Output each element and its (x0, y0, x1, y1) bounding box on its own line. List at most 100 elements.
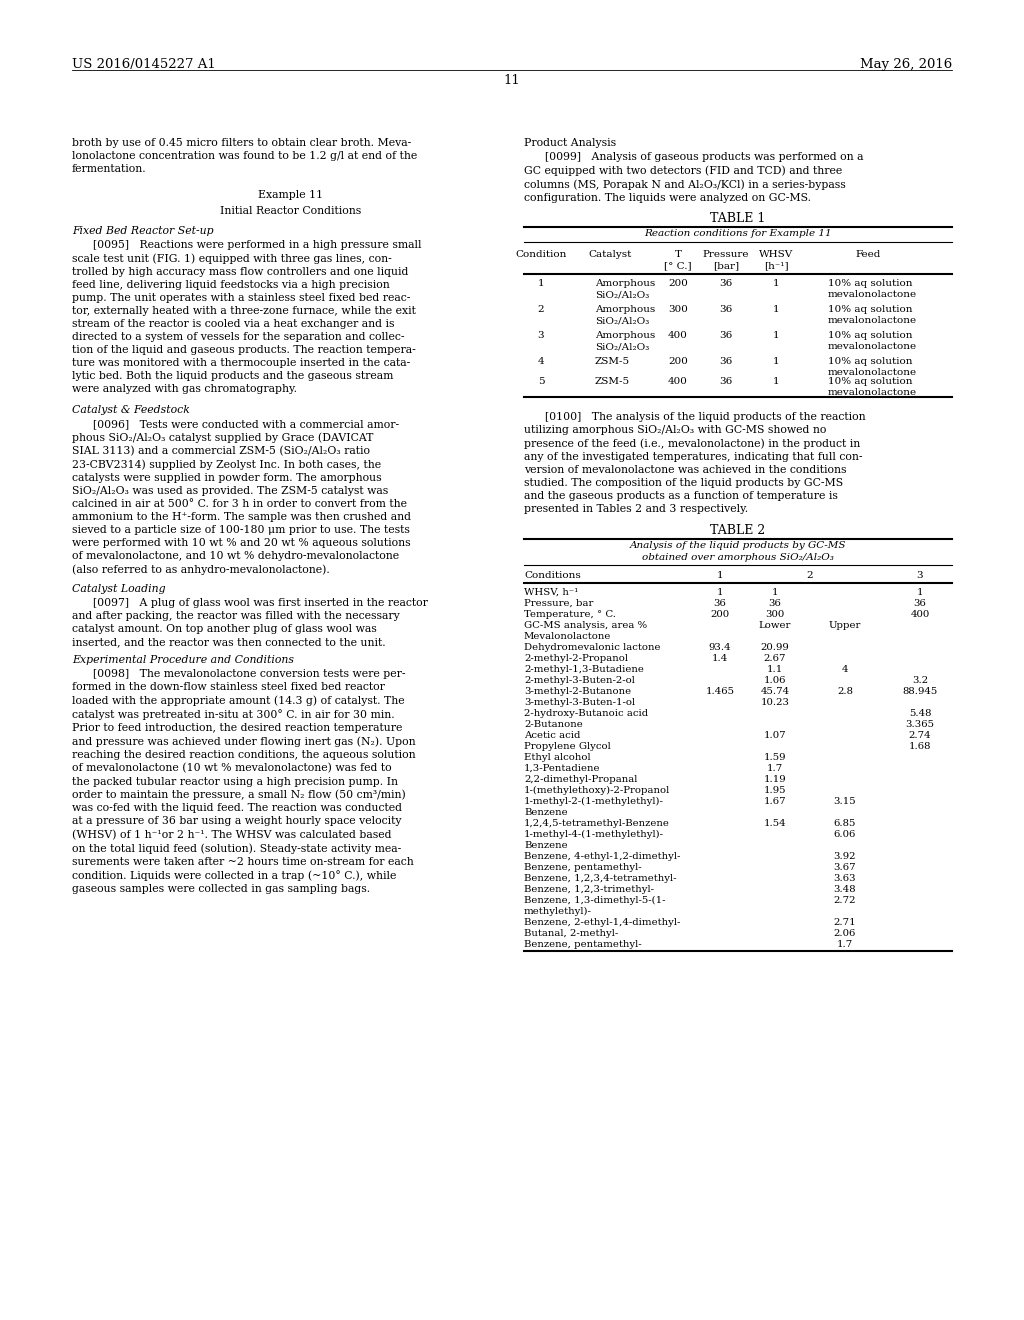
Text: 36: 36 (913, 599, 927, 609)
Text: Example 11: Example 11 (258, 190, 324, 201)
Text: Upper: Upper (828, 620, 861, 630)
Text: Acetic acid: Acetic acid (524, 731, 581, 741)
Text: 4: 4 (842, 665, 848, 675)
Text: [0100]   The analysis of the liquid products of the reaction
utilizing amorphous: [0100] The analysis of the liquid produc… (524, 412, 865, 513)
Text: 2.67: 2.67 (764, 653, 786, 663)
Text: [0096]   Tests were conducted with a commercial amor-
phous SiO₂/Al₂O₃ catalyst : [0096] Tests were conducted with a comme… (72, 418, 411, 576)
Text: 10.23: 10.23 (761, 698, 790, 708)
Text: 10% aq solution
mevalonolactone: 10% aq solution mevalonolactone (828, 378, 918, 397)
Text: GC-MS analysis, area %: GC-MS analysis, area % (524, 620, 647, 630)
Text: 3.2: 3.2 (912, 676, 928, 685)
Text: 1.67: 1.67 (764, 797, 786, 807)
Text: 1: 1 (717, 587, 723, 597)
Text: [0098]   The mevalonolactone conversion tests were per-
formed in the down-flow : [0098] The mevalonolactone conversion te… (72, 669, 416, 894)
Text: May 26, 2016: May 26, 2016 (860, 58, 952, 71)
Text: 88.945: 88.945 (902, 686, 938, 696)
Text: 200: 200 (668, 279, 688, 288)
Text: 10% aq solution
mevalonolactone: 10% aq solution mevalonolactone (828, 305, 918, 326)
Text: 1: 1 (538, 279, 545, 288)
Text: 2-hydroxy-Butanoic acid: 2-hydroxy-Butanoic acid (524, 709, 648, 718)
Text: Benzene, 1,2,3-trimethyl-: Benzene, 1,2,3-trimethyl- (524, 884, 654, 894)
Text: 3.15: 3.15 (834, 797, 856, 807)
Text: [h⁻¹]: [h⁻¹] (764, 261, 788, 271)
Text: 1.7: 1.7 (767, 764, 783, 774)
Text: 1.54: 1.54 (764, 818, 786, 828)
Text: 3-methyl-2-Butanone: 3-methyl-2-Butanone (524, 686, 631, 696)
Text: 6.06: 6.06 (834, 830, 856, 840)
Text: 2.06: 2.06 (834, 929, 856, 939)
Text: Benzene, 1,2,3,4-tetramethyl-: Benzene, 1,2,3,4-tetramethyl- (524, 874, 677, 883)
Text: 1: 1 (773, 305, 779, 314)
Text: Lower: Lower (759, 620, 792, 630)
Text: 5: 5 (538, 378, 545, 385)
Text: 36: 36 (720, 356, 732, 366)
Text: Benzene: Benzene (524, 841, 567, 850)
Text: 1,3-Pentadiene: 1,3-Pentadiene (524, 764, 600, 774)
Text: Temperature, ° C.: Temperature, ° C. (524, 610, 616, 619)
Text: Feed: Feed (855, 249, 881, 259)
Text: [0099]   Analysis of gaseous products was performed on a
GC equipped with two de: [0099] Analysis of gaseous products was … (524, 152, 863, 203)
Text: 1.7: 1.7 (837, 940, 853, 949)
Text: 1.4: 1.4 (712, 653, 728, 663)
Text: Benzene: Benzene (524, 808, 567, 817)
Text: Benzene, pentamethyl-: Benzene, pentamethyl- (524, 940, 642, 949)
Text: obtained over amorphous SiO₂/Al₂O₃: obtained over amorphous SiO₂/Al₂O₃ (642, 553, 834, 562)
Text: Conditions: Conditions (524, 572, 581, 579)
Text: WHSV, h⁻¹: WHSV, h⁻¹ (524, 587, 579, 597)
Text: 36: 36 (720, 331, 732, 341)
Text: Pressure: Pressure (702, 249, 750, 259)
Text: ZSM-5: ZSM-5 (595, 378, 630, 385)
Text: 10% aq solution
mevalonolactone: 10% aq solution mevalonolactone (828, 279, 918, 300)
Text: 93.4: 93.4 (709, 643, 731, 652)
Text: [0095]   Reactions were performed in a high pressure small
scale test unit (FIG.: [0095] Reactions were performed in a hig… (72, 240, 422, 395)
Text: 1.19: 1.19 (764, 775, 786, 784)
Text: 3.92: 3.92 (834, 851, 856, 861)
Text: 1.68: 1.68 (908, 742, 931, 751)
Text: Propylene Glycol: Propylene Glycol (524, 742, 610, 751)
Text: T: T (675, 249, 682, 259)
Text: Amorphous
SiO₂/Al₂O₃: Amorphous SiO₂/Al₂O₃ (595, 305, 655, 326)
Text: 2.72: 2.72 (834, 896, 856, 906)
Text: WHSV: WHSV (759, 249, 794, 259)
Text: 1.07: 1.07 (764, 731, 786, 741)
Text: 1: 1 (773, 279, 779, 288)
Text: Catalyst & Feedstock: Catalyst & Feedstock (72, 405, 189, 414)
Text: 2-methyl-1,3-Butadiene: 2-methyl-1,3-Butadiene (524, 665, 644, 675)
Text: broth by use of 0.45 micro filters to obtain clear broth. Meva-
lonolactone conc: broth by use of 0.45 micro filters to ob… (72, 139, 417, 174)
Text: 1-(methylethoxy)-2-Propanol: 1-(methylethoxy)-2-Propanol (524, 785, 671, 795)
Text: 36: 36 (714, 599, 726, 609)
Text: Benzene, 2-ethyl-1,4-dimethyl-: Benzene, 2-ethyl-1,4-dimethyl- (524, 917, 680, 927)
Text: Fixed Bed Reactor Set-up: Fixed Bed Reactor Set-up (72, 226, 214, 236)
Text: Condition: Condition (515, 249, 566, 259)
Text: 3.48: 3.48 (834, 884, 856, 894)
Text: Pressure, bar: Pressure, bar (524, 599, 593, 609)
Text: 1.59: 1.59 (764, 752, 786, 762)
Text: 400: 400 (910, 610, 930, 619)
Text: Benzene, 4-ethyl-1,2-dimethyl-: Benzene, 4-ethyl-1,2-dimethyl- (524, 851, 680, 861)
Text: Reaction conditions for Example 11: Reaction conditions for Example 11 (644, 228, 831, 238)
Text: 2-methyl-3-Buten-2-ol: 2-methyl-3-Buten-2-ol (524, 676, 635, 685)
Text: 3.365: 3.365 (905, 719, 935, 729)
Text: Catalyst: Catalyst (589, 249, 632, 259)
Text: Amorphous
SiO₂/Al₂O₃: Amorphous SiO₂/Al₂O₃ (595, 331, 655, 351)
Text: 3: 3 (916, 572, 924, 579)
Text: 36: 36 (769, 599, 781, 609)
Text: Catalyst Loading: Catalyst Loading (72, 583, 166, 594)
Text: 20.99: 20.99 (761, 643, 790, 652)
Text: [° C.]: [° C.] (665, 261, 692, 271)
Text: methylethyl)-: methylethyl)- (524, 907, 592, 916)
Text: 200: 200 (668, 356, 688, 366)
Text: 1: 1 (717, 572, 723, 579)
Text: Butanal, 2-methyl-: Butanal, 2-methyl- (524, 929, 618, 939)
Text: Ethyl alcohol: Ethyl alcohol (524, 752, 591, 762)
Text: 3.67: 3.67 (834, 863, 856, 873)
Text: 1: 1 (772, 587, 778, 597)
Text: 3: 3 (538, 331, 545, 341)
Text: [0097]   A plug of glass wool was first inserted in the reactor
and after packin: [0097] A plug of glass wool was first in… (72, 598, 428, 647)
Text: 1: 1 (773, 331, 779, 341)
Text: Benzene, 1,3-dimethyl-5-(1-: Benzene, 1,3-dimethyl-5-(1- (524, 896, 666, 906)
Text: 2.74: 2.74 (908, 731, 931, 741)
Text: 400: 400 (668, 331, 688, 341)
Text: Amorphous
SiO₂/Al₂O₃: Amorphous SiO₂/Al₂O₃ (595, 279, 655, 300)
Text: 6.85: 6.85 (834, 818, 856, 828)
